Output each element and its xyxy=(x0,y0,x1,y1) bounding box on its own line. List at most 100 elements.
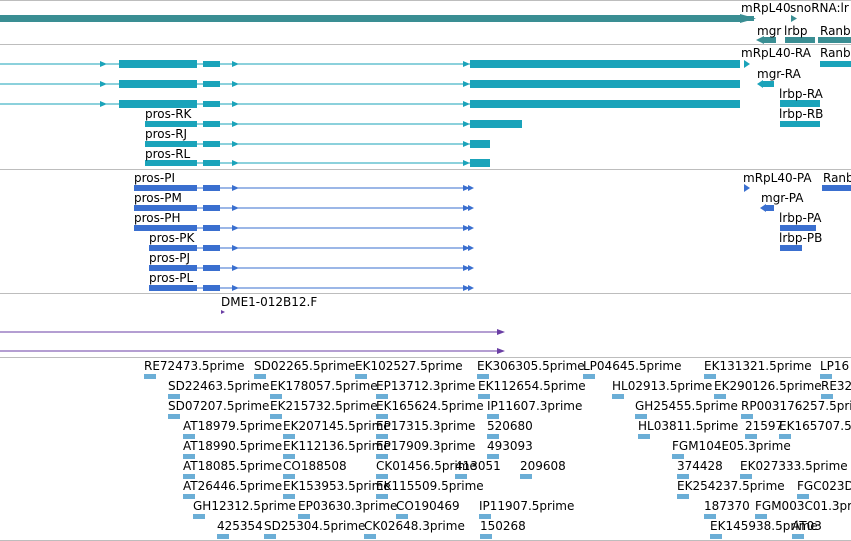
transcript-pros-rl[interactable] xyxy=(145,159,490,167)
est-feature[interactable] xyxy=(183,494,195,499)
est-feature[interactable] xyxy=(270,414,282,419)
transcript-lrbp-rb[interactable] xyxy=(780,121,820,127)
est-feature[interactable] xyxy=(477,374,489,379)
est-feature[interactable] xyxy=(396,514,408,519)
est-feature[interactable] xyxy=(677,494,689,499)
est-feature[interactable] xyxy=(376,474,388,479)
gene-feature-lrbp[interactable] xyxy=(785,37,815,43)
gene-feature-ranb[interactable] xyxy=(818,37,851,43)
est-feature[interactable] xyxy=(376,454,388,459)
transcript-model[interactable] xyxy=(0,60,740,68)
protein-pros-pj[interactable] xyxy=(149,265,474,271)
protein-mgr-pa-body xyxy=(765,205,774,211)
est-feature[interactable] xyxy=(741,414,753,419)
est-feature[interactable] xyxy=(376,494,388,499)
est-feature[interactable] xyxy=(677,474,689,479)
protein-lrbp-pb[interactable] xyxy=(780,245,802,251)
est-feature[interactable] xyxy=(520,474,532,479)
est-feature[interactable] xyxy=(755,514,767,519)
est-label: IP11607.3prime xyxy=(487,399,582,413)
est-feature[interactable] xyxy=(820,374,832,379)
est-feature[interactable] xyxy=(298,514,310,519)
transcript-mrpl40-ra[interactable] xyxy=(744,60,750,68)
transcript-pros-rk[interactable] xyxy=(145,120,522,128)
protein-ranb[interactable] xyxy=(822,185,851,191)
transcript-mgr-ra[interactable] xyxy=(757,80,763,88)
est-feature[interactable] xyxy=(612,394,624,399)
transcript-pros-rj[interactable] xyxy=(145,140,490,148)
est-label: AT18085.5prime xyxy=(183,459,282,473)
est-feature[interactable] xyxy=(478,394,490,399)
est-feature[interactable] xyxy=(740,474,752,479)
protein-pros-ph[interactable] xyxy=(134,225,474,231)
clone-track: DME1-012B12.F xyxy=(0,295,505,354)
est-feature[interactable] xyxy=(264,534,276,539)
est-feature[interactable] xyxy=(479,514,491,519)
protein-lrbp-pa[interactable] xyxy=(780,225,816,231)
est-feature[interactable] xyxy=(144,374,156,379)
est-feature[interactable] xyxy=(168,394,180,399)
est-feature[interactable] xyxy=(183,454,195,459)
est-feature[interactable] xyxy=(355,374,367,379)
protein-mgr-pa[interactable] xyxy=(760,204,766,212)
est-feature[interactable] xyxy=(455,474,467,479)
est-feature[interactable] xyxy=(183,434,195,439)
protein-pros-pl[interactable] xyxy=(149,285,474,291)
est-feature[interactable] xyxy=(487,434,499,439)
gene-feature-mgr-body xyxy=(762,37,776,43)
est-feature[interactable] xyxy=(745,434,757,439)
est-label: EK165707.5 xyxy=(779,419,851,433)
est-feature[interactable] xyxy=(638,434,650,439)
est-feature[interactable] xyxy=(710,534,722,539)
protein-pros-pm[interactable] xyxy=(134,205,474,211)
est-feature[interactable] xyxy=(704,374,716,379)
clone-marker[interactable] xyxy=(221,310,225,314)
est-feature[interactable] xyxy=(364,534,376,539)
protein-pros-pk[interactable] xyxy=(149,245,474,251)
est-feature[interactable] xyxy=(583,374,595,379)
est-feature[interactable] xyxy=(792,534,804,539)
est-feature[interactable] xyxy=(779,434,791,439)
est-feature[interactable] xyxy=(283,434,295,439)
est-feature[interactable] xyxy=(797,494,809,499)
est-feature[interactable] xyxy=(714,394,726,399)
est-feature[interactable] xyxy=(283,474,295,479)
clone-alignment[interactable] xyxy=(0,329,505,335)
est-feature[interactable] xyxy=(376,414,388,419)
protein-pros-pi[interactable] xyxy=(134,185,474,191)
est-label: EK145938.5prime xyxy=(710,519,818,533)
gene-feature-snorna[interactable] xyxy=(791,15,797,22)
transcript-model[interactable] xyxy=(0,80,740,88)
est-feature[interactable] xyxy=(487,414,499,419)
transcript-ranb[interactable] xyxy=(820,61,851,67)
est-feature[interactable] xyxy=(283,494,295,499)
gene-feature-mrpl40[interactable] xyxy=(740,16,754,21)
est-label: HL02913.5prime xyxy=(612,379,712,393)
est-feature[interactable] xyxy=(376,434,388,439)
transcript-lrbp-ra[interactable] xyxy=(780,100,820,107)
gene-label: mRpL40 xyxy=(741,1,791,15)
est-label: EP17315.3prime xyxy=(376,419,475,433)
est-label: 413051 xyxy=(455,459,501,473)
clone-alignment[interactable] xyxy=(0,348,505,354)
gene-feature-pros[interactable] xyxy=(0,15,740,22)
est-feature[interactable] xyxy=(254,374,266,379)
est-feature[interactable] xyxy=(480,534,492,539)
est-feature[interactable] xyxy=(376,394,388,399)
est-feature[interactable] xyxy=(183,474,195,479)
est-feature[interactable] xyxy=(193,514,205,519)
est-feature[interactable] xyxy=(821,394,833,399)
est-feature[interactable] xyxy=(704,514,716,519)
est-feature[interactable] xyxy=(283,454,295,459)
est-feature[interactable] xyxy=(168,414,180,419)
protein-mrpl40-pa[interactable] xyxy=(744,184,750,192)
est-feature[interactable] xyxy=(487,454,499,459)
est-feature[interactable] xyxy=(217,534,229,539)
protein-track: pros-PI pros-PM pros-PH pros-PK pros-PJ … xyxy=(134,171,851,291)
est-feature[interactable] xyxy=(635,414,647,419)
est-feature[interactable] xyxy=(270,394,282,399)
est-label: EK112136.5prime xyxy=(283,439,391,453)
est-feature[interactable] xyxy=(672,454,684,459)
protein-label: pros-PL xyxy=(149,271,193,285)
transcript-model[interactable] xyxy=(0,100,740,108)
